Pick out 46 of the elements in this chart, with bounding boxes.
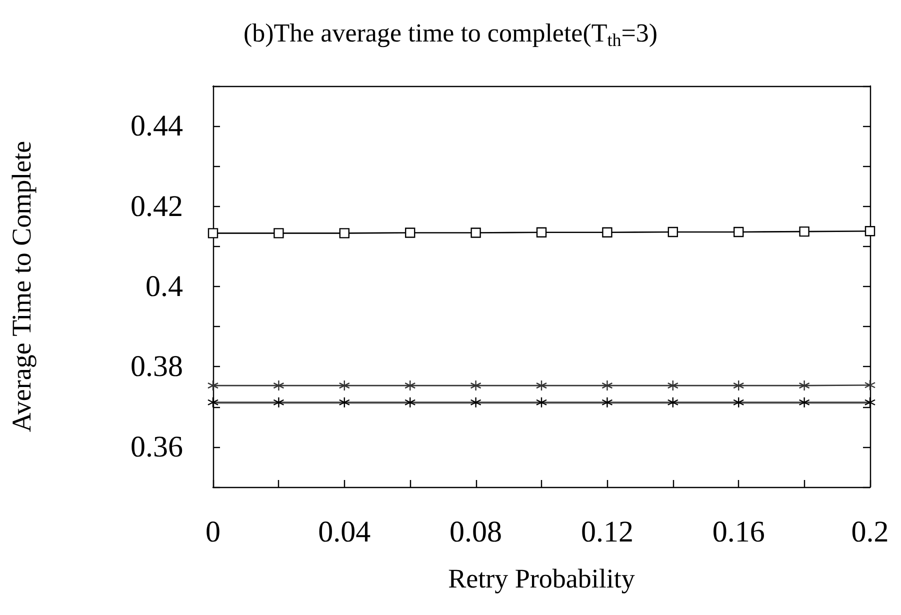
point (470, 228, 481, 238)
point (864, 396, 876, 408)
point (536, 380, 548, 392)
point (207, 396, 219, 408)
point (404, 380, 416, 392)
point (536, 396, 548, 408)
point (667, 396, 678, 408)
point (405, 228, 416, 238)
x-tick-label: 0.04 (318, 516, 371, 548)
y-tick-label: 0.36 (130, 430, 183, 464)
point (864, 226, 876, 236)
point (602, 380, 613, 392)
x-tick-label: 0.08 (450, 516, 502, 548)
point (274, 228, 284, 238)
x-tick-label: 0.12 (580, 516, 634, 548)
point (798, 396, 810, 408)
point (799, 226, 810, 237)
point (207, 380, 219, 392)
point (208, 228, 218, 238)
point (864, 380, 876, 391)
x-tick-label: 0 (206, 516, 220, 548)
x-tick-label: 0.2 (851, 516, 889, 548)
point (733, 396, 744, 408)
point (733, 380, 744, 392)
point (798, 380, 810, 392)
point (602, 227, 612, 238)
point (470, 380, 482, 392)
point (404, 396, 416, 408)
point (273, 396, 284, 408)
point (602, 396, 613, 408)
point (536, 227, 547, 238)
x-tick-label: 0.16 (712, 516, 765, 548)
y-axis-title: Average Time to Complete (6, 140, 36, 432)
x-axis-title: Retry Probability (448, 564, 636, 594)
point (668, 226, 678, 238)
point (470, 396, 482, 408)
point (339, 228, 350, 238)
y-tick-label: 0.38 (130, 350, 183, 384)
point (667, 380, 678, 392)
point (338, 380, 350, 392)
point (338, 396, 350, 408)
y-tick-label: 0.4 (146, 270, 183, 303)
point (734, 226, 744, 238)
y-tick-label: 0.44 (130, 110, 183, 143)
y-tick-label: 0.42 (130, 190, 183, 223)
point (273, 380, 284, 392)
